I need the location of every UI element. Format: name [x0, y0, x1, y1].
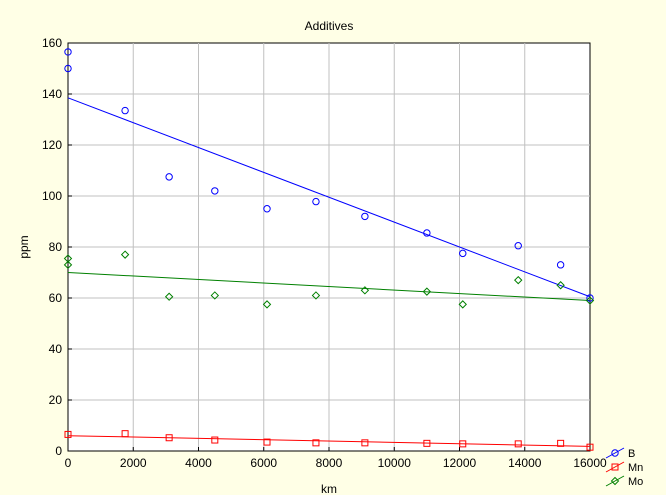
data-markers [63, 48, 595, 451]
data-point [121, 430, 129, 438]
data-point [311, 291, 321, 300]
chart-title: Additives [305, 19, 354, 33]
data-point [262, 300, 272, 309]
fit-lines [67, 97, 591, 447]
data-point [458, 300, 467, 309]
data-point [312, 439, 320, 447]
data-point [556, 261, 565, 269]
y-tick-label: 140 [42, 87, 62, 101]
data-point [585, 296, 595, 305]
y-tick-label: 100 [42, 189, 62, 203]
data-point [611, 449, 619, 457]
data-point [361, 212, 369, 221]
data-point [361, 439, 369, 447]
data-point [63, 260, 73, 270]
data-point [514, 242, 522, 250]
data-point [312, 197, 320, 206]
data-point [514, 275, 523, 285]
data-point [360, 286, 370, 295]
x-tick-label: 14000 [508, 456, 542, 470]
fit-line-mn [67, 435, 591, 447]
x-tick-label: 4000 [185, 456, 212, 470]
data-point [586, 294, 594, 302]
x-tick-labels: 0 2000 4000 6000 8000 10000 12000 14000 16000 [65, 456, 607, 470]
data-point [263, 205, 271, 213]
grid [67, 42, 591, 452]
legend-line-mn [605, 461, 625, 473]
x-tick-label: 8000 [316, 456, 343, 470]
x-tick-label: 10000 [378, 456, 412, 470]
data-point [556, 281, 565, 290]
legend-label-mn: Mn [628, 462, 643, 474]
data-point [422, 287, 432, 296]
y-tick-label: 40 [49, 342, 63, 356]
data-point [164, 292, 174, 301]
legend-line-b [605, 447, 625, 459]
x-tick-label: 2000 [120, 456, 147, 470]
data-point [557, 439, 565, 447]
fit-line-b [67, 97, 591, 298]
legend-line-mo [605, 475, 625, 487]
data-point [586, 443, 594, 451]
y-tick-label: 80 [49, 240, 63, 254]
x-axis-label: km [321, 482, 337, 495]
y-tick-label: 60 [49, 291, 63, 305]
data-point [165, 173, 173, 181]
legend: B Mn Mo [605, 447, 643, 488]
y-tick-label: 120 [42, 138, 62, 152]
x-tick-label: 6000 [250, 456, 277, 470]
data-point [64, 64, 72, 73]
data-point [423, 229, 431, 237]
data-point [459, 249, 467, 258]
x-tick-label: 12000 [443, 456, 477, 470]
data-point [611, 463, 619, 471]
data-point [263, 438, 271, 446]
data-point [610, 476, 620, 486]
data-point [120, 250, 130, 259]
data-point [514, 440, 522, 448]
x-tick-label: 0 [65, 456, 72, 470]
data-point [211, 436, 219, 444]
data-point [64, 430, 72, 438]
data-point [211, 187, 219, 195]
data-point [121, 106, 129, 115]
y-tick-label: 20 [49, 393, 63, 407]
data-point [64, 48, 72, 56]
legend-label-mo: Mo [628, 476, 643, 488]
y-tick-label: 160 [42, 36, 62, 50]
legend-label-b: B [628, 448, 635, 460]
y-tick-labels: 0 20 40 60 80 100 120 140 160 [42, 36, 62, 458]
data-point [210, 291, 220, 300]
data-point [459, 440, 467, 448]
data-point [423, 439, 431, 447]
data-point [165, 434, 173, 442]
y-tick-label: 0 [55, 444, 62, 458]
fit-line-mo [67, 272, 591, 302]
y-axis-label: ppm [17, 235, 31, 258]
x-tick-label: 16000 [573, 456, 607, 470]
